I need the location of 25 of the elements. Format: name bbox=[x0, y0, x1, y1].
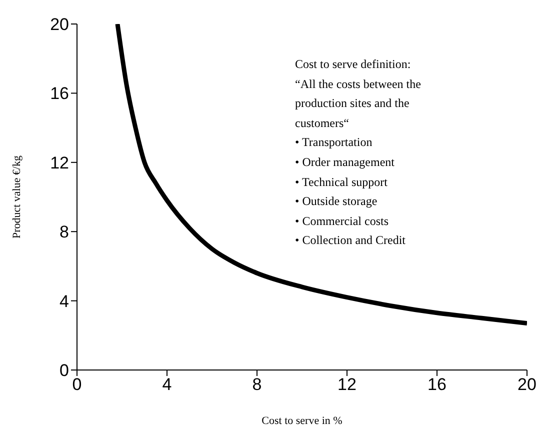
y-tick-label: 0 bbox=[60, 361, 69, 380]
x-tick-label: 20 bbox=[518, 375, 536, 394]
line-series bbox=[115, 24, 527, 326]
x-axis-title: Cost to serve in % bbox=[262, 415, 342, 427]
x-tick-label: 16 bbox=[428, 375, 446, 394]
annotation: • Order management bbox=[295, 154, 396, 171]
y-tick-label: 4 bbox=[60, 292, 69, 311]
annotation: • Outside storage bbox=[295, 193, 378, 210]
y-tick-label: 12 bbox=[50, 153, 69, 172]
annotation: customers“ bbox=[295, 114, 350, 132]
x-tick-label: 4 bbox=[162, 375, 172, 394]
annotation: “All the costs between the bbox=[295, 76, 421, 93]
y-tick-label: 8 bbox=[60, 222, 69, 242]
y-tick-label: 16 bbox=[50, 84, 69, 104]
annotation: • Transportation bbox=[295, 134, 374, 152]
x-tick-label: 0 bbox=[72, 375, 82, 394]
annotation: production sites and the bbox=[295, 95, 410, 112]
annotation: • Technical support bbox=[295, 174, 388, 191]
x-tick-label: 8 bbox=[252, 375, 262, 394]
x-tick-label: 12 bbox=[338, 375, 356, 394]
annotation: Cost to serve definition: bbox=[295, 56, 412, 73]
annotation: • Commercial costs bbox=[295, 212, 390, 230]
y-tick-label: 20 bbox=[50, 15, 69, 34]
annotation: • Collection and Credit bbox=[295, 232, 407, 250]
y-axis-title: Product value €/kg bbox=[10, 154, 23, 239]
